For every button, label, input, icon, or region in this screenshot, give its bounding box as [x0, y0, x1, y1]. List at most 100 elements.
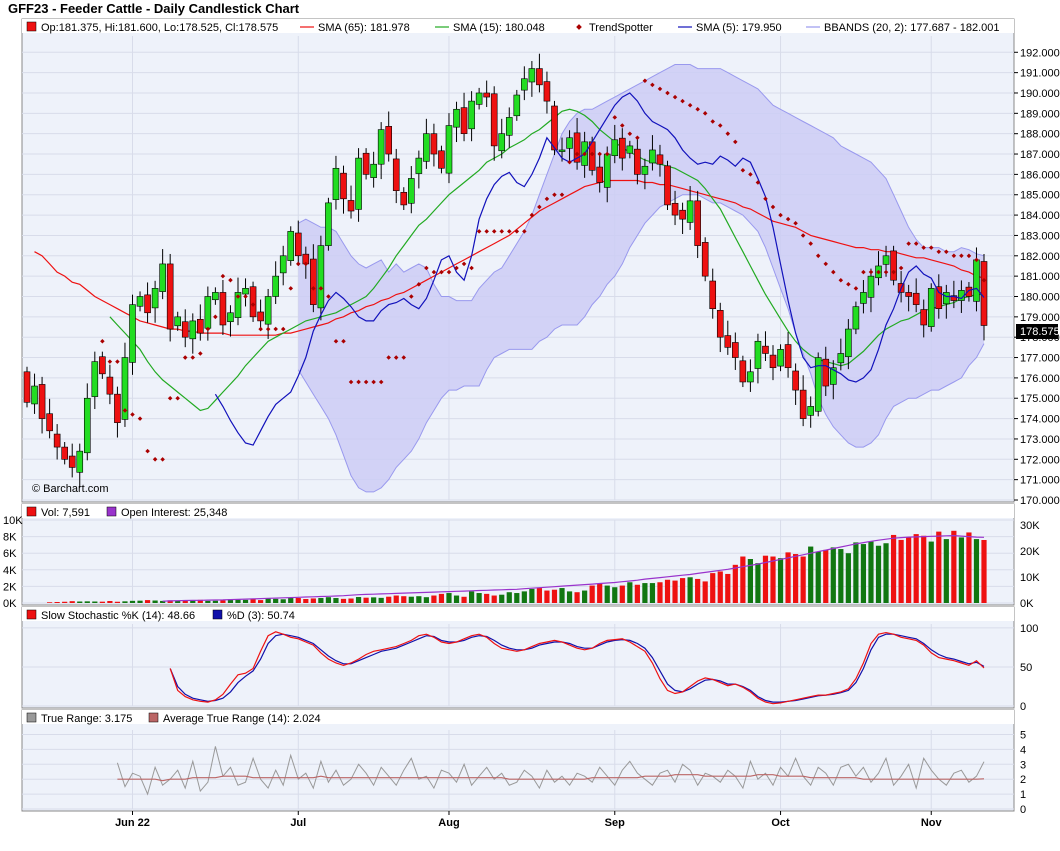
volume-bar: [830, 547, 836, 603]
candle-body: [528, 68, 536, 83]
candle: [430, 123, 438, 167]
price-tick-label: 185.000: [1020, 190, 1060, 202]
volume-bar: [559, 588, 565, 603]
trendspotter-dot: [363, 379, 369, 385]
volume-tick-label-right: 30K: [1020, 520, 1040, 532]
trendspotter-dot: [785, 216, 791, 222]
trendspotter-dot: [431, 269, 437, 275]
legend-tr: True Range: 3.175: [41, 713, 132, 725]
candle-body: [91, 361, 99, 397]
candle: [701, 237, 709, 282]
current-price-label: 178.575: [1020, 326, 1060, 338]
candle: [671, 190, 679, 226]
candle-body: [762, 345, 769, 354]
trendspotter-dot: [416, 282, 422, 287]
volume-bars: [47, 530, 987, 603]
true-range-legend: True Range: 3.175 Average True Range (14…: [26, 712, 321, 725]
volume-bar: [393, 595, 399, 603]
volume-bar: [190, 600, 196, 603]
volume-bar: [793, 554, 799, 603]
candle-body: [106, 376, 114, 395]
candle-body: [603, 153, 611, 188]
volume-bar: [227, 599, 234, 603]
volume-bar: [273, 598, 279, 603]
trendspotter-dot: [265, 326, 271, 332]
volume-bar: [883, 543, 889, 603]
candle: [46, 398, 53, 439]
candle-body: [227, 312, 234, 323]
trendspotter-dot: [574, 151, 580, 157]
candle: [498, 118, 506, 159]
volume-legend-strip: [22, 504, 1014, 518]
candle: [551, 100, 558, 156]
date-tick-label: Oct: [771, 817, 790, 829]
candle-body: [754, 340, 762, 369]
candle: [483, 80, 490, 108]
candle: [76, 443, 84, 488]
volume-bar: [845, 553, 851, 603]
legend-sma15: SMA (15): 180.048: [453, 22, 545, 34]
watermark: © Barchart.com: [32, 483, 109, 495]
candle: [528, 61, 536, 97]
volume-bar: [318, 598, 324, 603]
candle: [920, 299, 928, 338]
volume-bar: [431, 595, 437, 603]
chart-title: GFF23 - Feeder Cattle - Daily Candlestic…: [8, 1, 300, 16]
volume-bar: [514, 593, 520, 603]
candle-body: [634, 148, 641, 175]
legend-trend: TrendSpotter: [589, 22, 653, 34]
volume-bar: [499, 594, 505, 603]
candle-body: [747, 371, 754, 383]
date-tick-label: Jun 22: [115, 817, 150, 829]
trendspotter-dot: [846, 281, 851, 287]
candle-body: [521, 78, 528, 91]
trendspotter-dot: [461, 261, 467, 267]
candle: [287, 226, 295, 266]
candle-body: [144, 294, 151, 314]
candle: [347, 185, 355, 219]
volume-bar: [363, 597, 369, 603]
candle-body: [99, 356, 106, 375]
candle-body: [618, 137, 626, 159]
candle-body: [445, 125, 453, 174]
candle: [445, 113, 453, 184]
candle: [716, 302, 724, 353]
legend-atr: Average True Range (14): 2.024: [163, 713, 321, 725]
candle-body: [943, 292, 950, 305]
stochastic-gridlines: [22, 627, 1014, 707]
open-interest-line: [162, 534, 985, 602]
candle: [294, 220, 302, 266]
volume-bar: [762, 555, 769, 603]
date-tick-label: Jul: [290, 817, 306, 829]
candle: [460, 92, 468, 142]
candle: [415, 150, 423, 189]
trendspotter-dot: [333, 338, 339, 344]
candle-body: [234, 292, 242, 318]
volume-bar: [589, 585, 595, 603]
volume-bar: [205, 600, 211, 603]
volume-bar: [295, 598, 301, 603]
candle: [400, 187, 408, 210]
candle-body: [219, 292, 227, 326]
legend-stochd-swatch: [212, 609, 223, 620]
candle: [53, 424, 61, 460]
trendspotter-dot: [326, 294, 331, 299]
candle: [159, 249, 166, 300]
candle: [91, 351, 99, 410]
candle: [136, 291, 144, 312]
volume-bar: [491, 595, 497, 603]
candle: [166, 253, 174, 342]
candle-body: [950, 295, 958, 301]
trendspotter-dot: [137, 416, 143, 421]
volume-bar: [484, 593, 490, 603]
volume-bar: [868, 541, 874, 603]
volume-bar: [371, 597, 377, 603]
candle-body: [325, 202, 332, 246]
candle-body: [114, 393, 121, 423]
volume-bar: [943, 539, 949, 603]
candle-body: [53, 433, 61, 448]
legend-sma5: SMA (5): 179.950: [696, 22, 782, 34]
trendspotter-dot: [951, 253, 957, 259]
true-range-axis-ticks: 0 1 2 3 4 5: [1020, 729, 1026, 816]
